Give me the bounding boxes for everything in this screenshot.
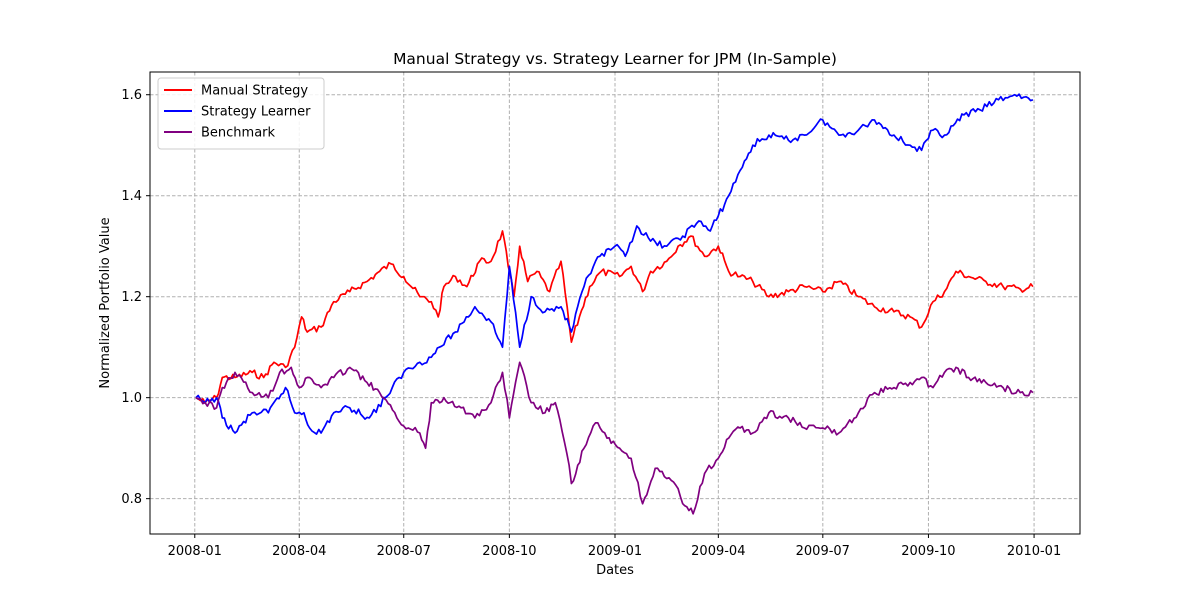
y-axis: 0.8 1.0 1.2 1.4 1.6 [121,88,150,507]
series-layer [195,93,1034,515]
x-tick-label: 2009-04 [691,544,745,559]
x-tick-label: 2008-01 [168,544,222,559]
y-axis-label: Normalized Portfolio Value [98,217,113,388]
series-line-benchmark [195,361,1034,515]
y-tick-label: 0.8 [121,492,142,507]
x-tick-label: 2009-01 [588,544,642,559]
chart-title: Manual Strategy vs. Strategy Learner for… [393,50,837,68]
series-line-strategy-learner [195,93,1034,435]
x-tick-label: 2010-01 [1007,544,1061,559]
legend-box [157,77,325,150]
legend: Manual Strategy Strategy Learner Benchmark [157,77,325,150]
legend-label: Strategy Learner [201,105,311,120]
x-tick-label: 2008-07 [377,544,431,559]
x-tick-label: 2009-10 [901,544,955,559]
y-tick-label: 1.6 [121,88,142,103]
y-tick-label: 1.2 [121,290,142,305]
x-tick-label: 2008-04 [272,544,326,559]
legend-label: Benchmark [201,126,276,141]
x-axis-label: Dates [596,563,634,578]
y-tick-label: 1.0 [121,391,142,406]
series-line-manual-strategy [195,230,1034,404]
legend-label: Manual Strategy [201,84,308,99]
y-tick-label: 1.4 [121,189,142,204]
x-axis: 2008-01 2008-04 2008-07 2008-10 2009-01 2009-… [168,534,1061,559]
x-tick-label: 2009-07 [796,544,850,559]
x-tick-label: 2008-10 [482,544,536,559]
